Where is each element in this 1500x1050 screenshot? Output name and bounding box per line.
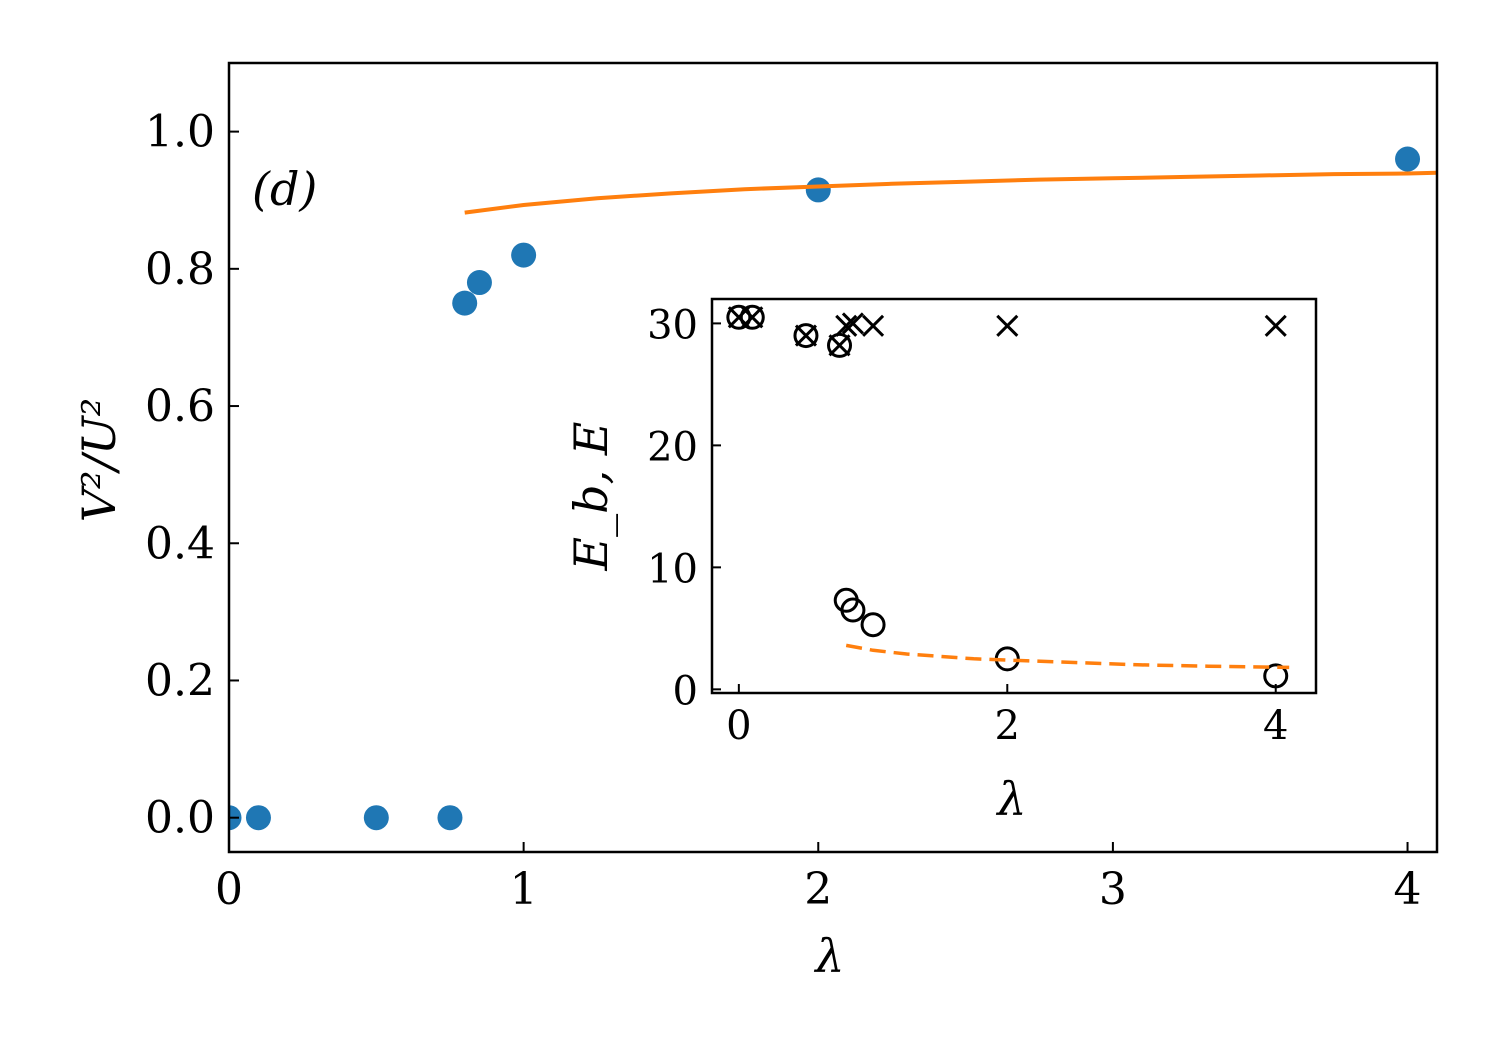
inset-x-marker-point	[828, 334, 851, 357]
main-x-tick-label: 0	[215, 864, 243, 915]
inset-y-axis-label: E_b, E	[564, 422, 618, 572]
main-y-tick-label: 1.0	[145, 107, 215, 158]
inset-axes-frame	[710, 297, 1318, 695]
inset-background	[712, 299, 1316, 693]
main-point	[511, 242, 537, 268]
main-point	[245, 805, 271, 831]
main-y-tick-label: 0.2	[145, 655, 215, 706]
inset-plot: 0 2 4 0 10 20 30 λ E_b, E	[564, 297, 1318, 826]
inset-x-tick-label: 0	[726, 703, 751, 749]
main-point	[363, 805, 389, 831]
main-x-tick-label: 4	[1394, 864, 1422, 915]
main-y-tick-label: 0.4	[145, 518, 215, 569]
main-point	[805, 177, 831, 203]
inset-y-tick-label: 10	[647, 546, 698, 592]
main-series-group	[229, 146, 1437, 831]
main-y-tick-label: 0.6	[145, 381, 215, 432]
inset-x-marker-point	[1264, 314, 1287, 337]
inset-open-circle-point	[793, 323, 819, 349]
main-x-tick-label: 3	[1099, 864, 1127, 915]
main-plot: 0 1 2 3 4 0.0 0.2 0.4 0.6 0.8 1.0 λ V²/U² (d)	[72, 61, 1439, 983]
main-axes-frame	[227, 61, 1439, 854]
main-y-axis-label: V²/U²	[72, 398, 126, 522]
inset-open-circle-point	[827, 332, 853, 358]
inset-y-tick-label: 30	[647, 302, 698, 348]
inset-x-marker-point	[741, 306, 764, 329]
inset-open-circle-point	[739, 304, 765, 330]
inset-series-group	[726, 304, 1290, 689]
inset-y-tick-label: 20	[647, 424, 698, 470]
inset-open-circle-point	[860, 612, 886, 638]
inset-x-tick-label: 2	[995, 703, 1020, 749]
panel-label: (d)	[252, 162, 317, 216]
main-point	[437, 805, 463, 831]
main-x-tick-label: 2	[804, 864, 832, 915]
main-point	[466, 270, 492, 296]
inset-open-circle-point	[840, 597, 866, 623]
main-x-tick-label: 1	[510, 864, 538, 915]
inset-open-circle-point	[726, 304, 752, 330]
inset-x-marker-point	[996, 314, 1019, 337]
inset-x-axis-label: λ	[995, 772, 1026, 826]
inset-y-tick-label: 0	[673, 668, 698, 714]
main-y-tick-label: 0.8	[145, 244, 215, 295]
main-series-1-line	[464, 170, 1437, 215]
inset-x-marker-point	[794, 324, 818, 347]
main-x-axis-label: λ	[813, 929, 844, 983]
inset-x-tick-label: 4	[1263, 703, 1288, 749]
inset-x-marker-point	[835, 314, 858, 337]
inset-series-2-line	[845, 643, 1290, 670]
main-y-tick-label: 0.0	[145, 793, 215, 844]
inset-x-marker-point	[862, 314, 885, 337]
main-point	[452, 290, 478, 316]
main-point	[1395, 146, 1421, 172]
inset-x-marker-point	[841, 312, 864, 335]
